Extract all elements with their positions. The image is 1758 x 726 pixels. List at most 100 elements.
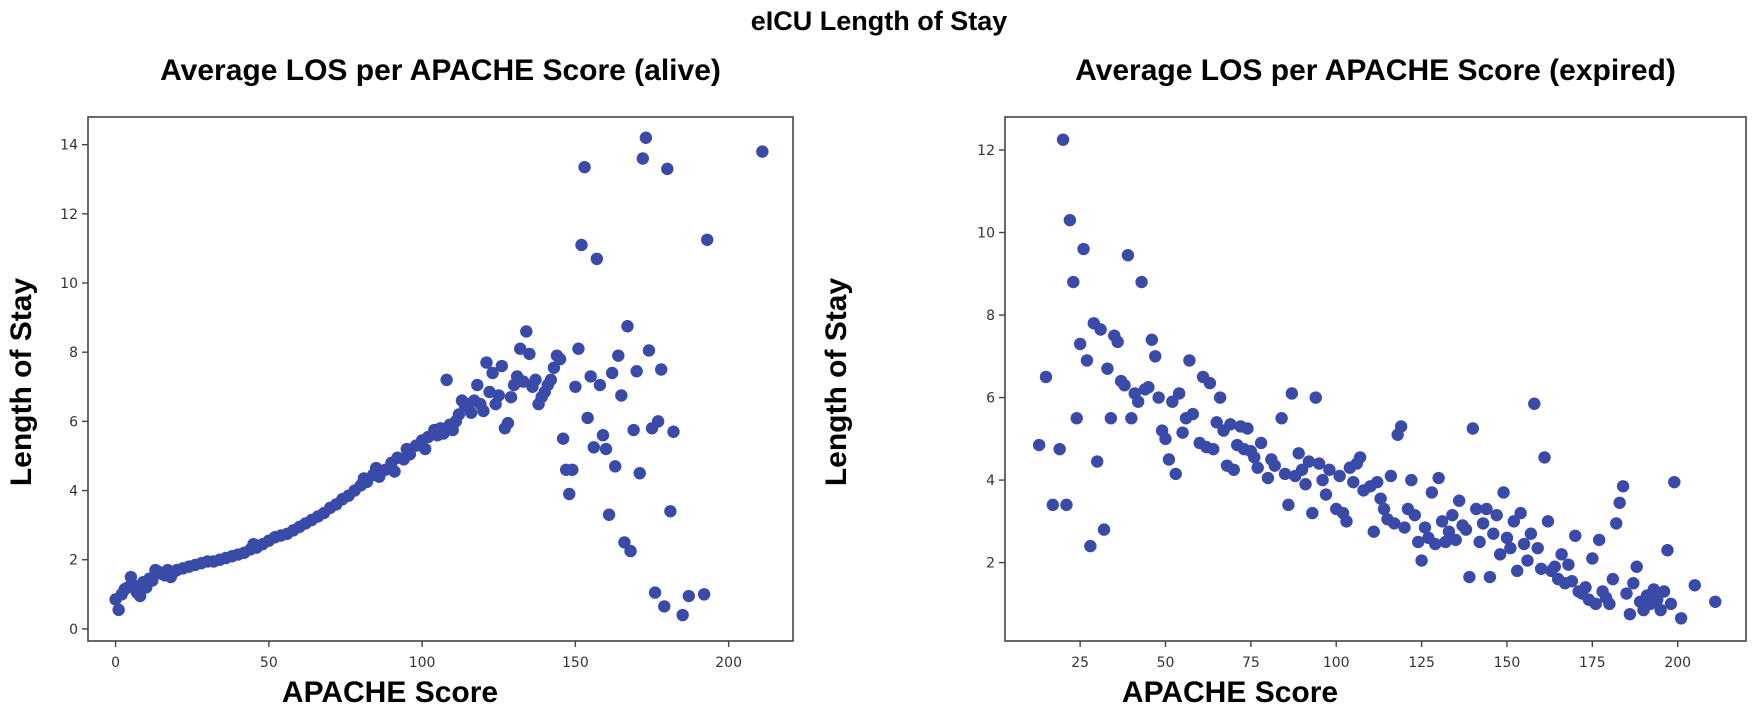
left-data-point bbox=[599, 442, 613, 456]
left-x-tick-label: 150 bbox=[562, 655, 589, 671]
left-x-axis-label: APACHE Score bbox=[281, 676, 499, 709]
right-data-point bbox=[1459, 523, 1473, 536]
right-data-point bbox=[1374, 492, 1387, 505]
left-data-point bbox=[578, 160, 591, 174]
right-x-tick-label: 150 bbox=[1494, 655, 1521, 671]
right-data-point bbox=[1063, 213, 1077, 227]
left-data-point bbox=[575, 238, 588, 252]
left-data-point bbox=[602, 508, 616, 521]
left-data-point bbox=[651, 415, 665, 428]
right-data-point bbox=[1032, 438, 1046, 452]
right-data-point bbox=[1316, 473, 1329, 487]
right-data-point bbox=[1592, 533, 1606, 547]
right-data-point bbox=[1538, 451, 1551, 464]
right-data-point bbox=[1480, 502, 1493, 516]
left-data-point bbox=[495, 359, 509, 373]
right-data-point bbox=[1333, 469, 1346, 483]
right-x-tick-label: 125 bbox=[1408, 655, 1435, 671]
right-data-point bbox=[1534, 562, 1548, 575]
right-data-point bbox=[1610, 517, 1623, 530]
right-data-point bbox=[1623, 607, 1637, 621]
right-data-point bbox=[1493, 548, 1507, 561]
left-data-point bbox=[661, 162, 674, 176]
left-data-point bbox=[513, 342, 527, 355]
left-data-point bbox=[146, 574, 159, 587]
right-data-point bbox=[1152, 391, 1165, 404]
right-data-point bbox=[1159, 432, 1172, 446]
right-data-point bbox=[1080, 354, 1094, 367]
right-data-point bbox=[1606, 572, 1620, 586]
right-y-tick-label: 2 bbox=[986, 556, 995, 572]
left-data-point bbox=[418, 442, 432, 456]
left-data-point bbox=[612, 349, 625, 362]
right-data-point bbox=[1613, 496, 1626, 509]
left-data-point bbox=[587, 441, 600, 454]
left-data-point bbox=[596, 429, 610, 442]
left-data-point bbox=[697, 588, 711, 601]
right-data-point bbox=[1090, 455, 1104, 468]
right-data-point bbox=[1254, 436, 1268, 450]
right-data-point bbox=[1101, 362, 1114, 375]
right-data-point bbox=[1323, 463, 1336, 476]
left-data-point bbox=[480, 356, 493, 369]
right-data-point bbox=[1275, 411, 1288, 425]
right-data-point bbox=[1340, 515, 1353, 528]
right-data-point bbox=[1166, 395, 1179, 408]
right-y-tick-label: 4 bbox=[986, 473, 995, 489]
right-data-point bbox=[1248, 451, 1261, 464]
left-x-tick-label: 100 bbox=[409, 655, 436, 671]
right-y-tick-label: 12 bbox=[977, 143, 995, 159]
right-x-tick-label: 75 bbox=[1242, 655, 1260, 671]
right-x-axis-label: APACHE Score bbox=[1121, 676, 1339, 709]
right-data-point bbox=[1490, 508, 1503, 522]
right-data-point bbox=[1295, 463, 1309, 476]
left-data-point bbox=[667, 425, 680, 438]
right-data-point bbox=[1473, 535, 1486, 549]
right-data-point bbox=[1384, 469, 1398, 483]
right-data-point bbox=[1306, 506, 1319, 520]
right-x-tick-label: 175 bbox=[1579, 655, 1606, 671]
right-data-point bbox=[1514, 506, 1527, 520]
left-x-tick-label: 0 bbox=[111, 655, 120, 671]
left-data-point bbox=[544, 373, 558, 387]
left-data-point bbox=[464, 406, 478, 419]
right-y-tick-label: 8 bbox=[986, 308, 995, 324]
left-data-point bbox=[609, 460, 622, 473]
left-data-point bbox=[700, 233, 714, 246]
left-y-tick-label: 10 bbox=[60, 276, 78, 292]
left-data-point bbox=[501, 416, 515, 430]
left-data-point bbox=[615, 389, 628, 402]
left-data-point bbox=[756, 145, 769, 158]
right-data-point bbox=[1142, 381, 1155, 394]
left-data-point bbox=[642, 344, 656, 357]
right-data-point bbox=[1251, 461, 1264, 474]
right-data-point bbox=[1183, 354, 1196, 367]
right-data-point bbox=[1162, 453, 1176, 466]
right-x-tick-label: 50 bbox=[1157, 655, 1175, 671]
right-data-point bbox=[1353, 451, 1367, 464]
right-data-point bbox=[1449, 533, 1462, 547]
right-data-point bbox=[1125, 411, 1138, 425]
right-data-point bbox=[1589, 597, 1602, 611]
left-data-point bbox=[593, 378, 607, 392]
right-data-point bbox=[1371, 475, 1384, 489]
right-data-point bbox=[1517, 537, 1531, 551]
left-data-point bbox=[452, 408, 466, 421]
right-data-point bbox=[1056, 133, 1070, 146]
left-data-point bbox=[388, 465, 401, 478]
left-x-tick-label: 50 bbox=[260, 655, 278, 671]
left-data-point bbox=[590, 252, 604, 266]
right-data-point bbox=[1446, 508, 1459, 522]
right-data-point bbox=[1709, 595, 1722, 609]
left-data-point bbox=[658, 600, 671, 613]
right-data-point bbox=[1415, 554, 1428, 567]
left-data-point bbox=[403, 448, 417, 461]
right-data-point bbox=[1285, 387, 1299, 400]
right-data-point bbox=[1432, 471, 1445, 485]
right-data-point bbox=[1668, 475, 1681, 489]
right-data-point bbox=[1169, 467, 1182, 481]
left-plot-title: Average LOS per APACHE Score (alive) bbox=[160, 54, 721, 87]
right-data-point bbox=[1528, 397, 1541, 410]
right-data-point bbox=[1292, 447, 1305, 460]
left-x-tick-label: 200 bbox=[715, 655, 742, 671]
